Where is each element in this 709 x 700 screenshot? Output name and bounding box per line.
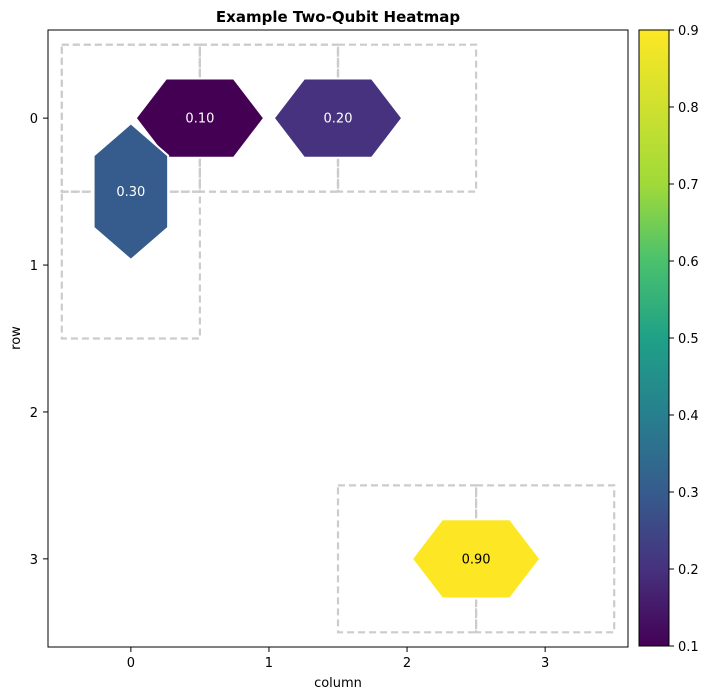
y-tick-label: 2 [30, 406, 38, 421]
cell-value-label: 0.20 [324, 112, 353, 127]
colorbar: 0.1 0.2 0.3 0.4 0.5 0.6 0.7 0.8 0.9 [638, 24, 699, 655]
colorbar-gradient [638, 29, 670, 647]
y-axis-label: row [9, 326, 24, 350]
chart-title: Example Two-Qubit Heatmap [216, 8, 460, 26]
colorbar-tick-label: 0.1 [678, 640, 699, 655]
colorbar-ticks: 0.1 0.2 0.3 0.4 0.5 0.6 0.7 0.8 0.9 [669, 24, 699, 655]
colorbar-tick-label: 0.4 [678, 409, 699, 424]
colorbar-tick-label: 0.7 [678, 178, 699, 193]
colorbar-tick-label: 0.6 [678, 255, 699, 270]
cell-value-label: 0.90 [462, 552, 491, 567]
cell-value-label: 0.30 [116, 185, 145, 200]
plot-frame [47, 29, 629, 648]
y-tick-label: 3 [30, 553, 38, 568]
colorbar-tick-label: 0.3 [678, 486, 699, 501]
heatmap-cell [410, 518, 542, 600]
colorbar-tick-label: 0.8 [678, 101, 699, 116]
y-tick-label: 0 [30, 112, 38, 127]
heatmap-cell [92, 121, 170, 262]
x-tick-label: 2 [403, 656, 411, 671]
colorbar-tick-label: 0.2 [678, 563, 699, 578]
heatmap-cell [272, 77, 404, 159]
colorbar-tick-label: 0.5 [678, 332, 699, 347]
x-axis-label: column [314, 676, 362, 691]
y-tick-label: 1 [30, 259, 38, 274]
cell-value-label: 0.10 [185, 112, 214, 127]
plot-area: 0.10 0.20 0.30 0.90 0 1 2 3 0 1 2 3 [30, 43, 616, 671]
x-tick-label: 0 [127, 656, 135, 671]
x-tick-label: 3 [541, 656, 549, 671]
x-tick-label: 1 [265, 656, 273, 671]
colorbar-tick-label: 0.9 [678, 24, 699, 39]
